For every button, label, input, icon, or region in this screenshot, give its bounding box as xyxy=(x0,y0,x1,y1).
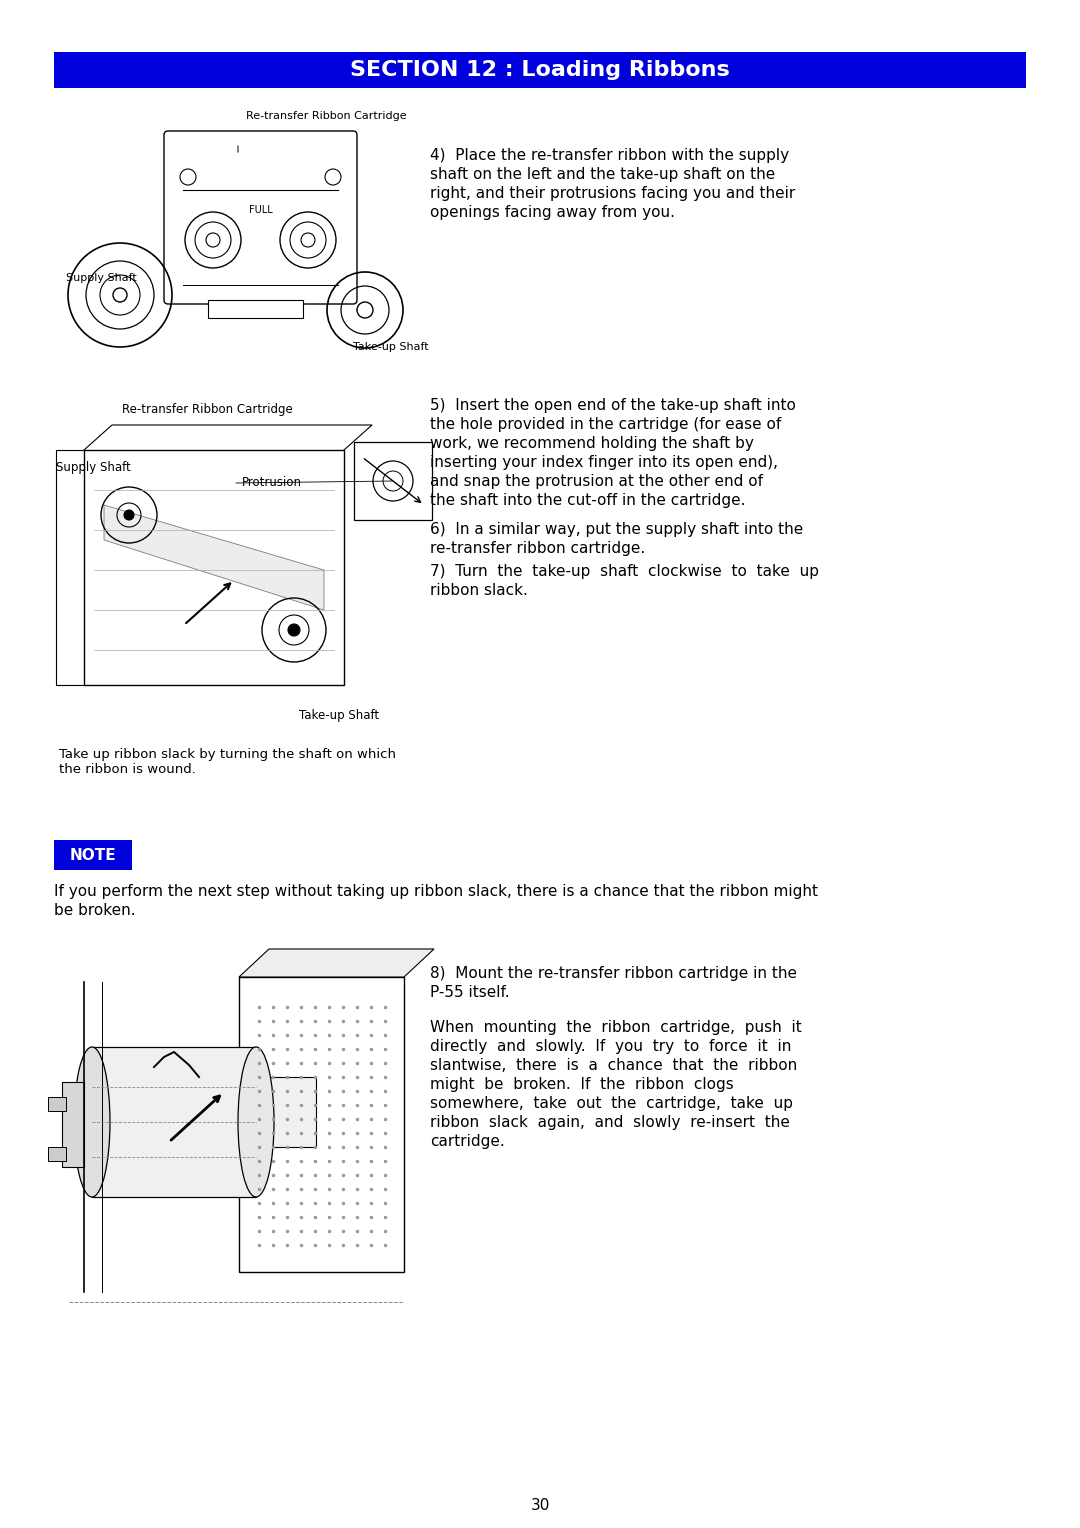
Bar xyxy=(84,451,345,685)
Text: Supply Shaft: Supply Shaft xyxy=(66,274,137,283)
Text: inserting your index finger into its open end),: inserting your index finger into its ope… xyxy=(430,455,778,471)
Bar xyxy=(92,1047,256,1196)
Ellipse shape xyxy=(75,1047,110,1196)
Bar xyxy=(54,380,438,740)
Text: 30: 30 xyxy=(530,1497,550,1513)
Text: ribbon  slack  again,  and  slowly  re-insert  the: ribbon slack again, and slowly re-insert… xyxy=(430,1115,789,1131)
Text: the hole provided in the cartridge (for ease of: the hole provided in the cartridge (for … xyxy=(430,417,781,432)
Text: Re-transfer Ribbon Cartridge: Re-transfer Ribbon Cartridge xyxy=(246,112,407,121)
Bar xyxy=(234,1077,316,1148)
Text: NOTE: NOTE xyxy=(70,848,117,862)
Text: cartridge.: cartridge. xyxy=(430,1134,504,1149)
Bar xyxy=(54,840,132,869)
Text: right, and their protrusions facing you and their: right, and their protrusions facing you … xyxy=(430,186,795,202)
Bar xyxy=(54,52,1026,89)
Text: be broken.: be broken. xyxy=(54,903,136,918)
Text: 6)  In a similar way, put the supply shaft into the: 6) In a similar way, put the supply shaf… xyxy=(430,523,804,536)
Text: and snap the protrusion at the other end of: and snap the protrusion at the other end… xyxy=(430,474,762,489)
Text: the ribbon is wound.: the ribbon is wound. xyxy=(59,762,195,776)
Polygon shape xyxy=(104,504,324,610)
Bar xyxy=(48,1097,66,1111)
Text: slantwise,  there  is  a  chance  that  the  ribbon: slantwise, there is a chance that the ri… xyxy=(430,1057,797,1073)
Text: Protrusion: Protrusion xyxy=(242,477,302,489)
Text: Take-up Shaft: Take-up Shaft xyxy=(353,342,429,351)
Text: might  be  broken.  If  the  ribbon  clogs: might be broken. If the ribbon clogs xyxy=(430,1077,733,1093)
Text: openings facing away from you.: openings facing away from you. xyxy=(430,205,675,220)
Text: the shaft into the cut-off in the cartridge.: the shaft into the cut-off in the cartri… xyxy=(430,494,745,507)
Text: Re-transfer Ribbon Cartridge: Re-transfer Ribbon Cartridge xyxy=(122,403,293,417)
Ellipse shape xyxy=(238,1047,274,1196)
Text: 5)  Insert the open end of the take-up shaft into: 5) Insert the open end of the take-up sh… xyxy=(430,397,796,413)
Bar xyxy=(354,442,432,520)
Text: Take up ribbon slack by turning the shaft on which: Take up ribbon slack by turning the shaf… xyxy=(59,749,396,761)
Bar xyxy=(208,299,303,318)
Text: somewhere,  take  out  the  cartridge,  take  up: somewhere, take out the cartridge, take … xyxy=(430,1096,793,1111)
Text: Take-up Shaft: Take-up Shaft xyxy=(299,709,379,723)
Text: P-55 itself.: P-55 itself. xyxy=(430,986,510,999)
Polygon shape xyxy=(239,949,434,976)
Bar xyxy=(62,1082,84,1167)
Text: If you perform the next step without taking up ribbon slack, there is a chance t: If you perform the next step without tak… xyxy=(54,885,818,898)
Circle shape xyxy=(124,510,134,520)
FancyBboxPatch shape xyxy=(164,131,357,304)
Bar xyxy=(239,976,404,1271)
Text: SECTION 12 : Loading Ribbons: SECTION 12 : Loading Ribbons xyxy=(350,60,730,79)
Bar xyxy=(48,1148,66,1161)
Text: 7)  Turn  the  take-up  shaft  clockwise  to  take  up: 7) Turn the take-up shaft clockwise to t… xyxy=(430,564,819,579)
Text: re-transfer ribbon cartridge.: re-transfer ribbon cartridge. xyxy=(430,541,645,556)
Text: Supply Shaft: Supply Shaft xyxy=(56,461,131,475)
Bar xyxy=(54,952,434,1322)
Text: 8)  Mount the re-transfer ribbon cartridge in the: 8) Mount the re-transfer ribbon cartridg… xyxy=(430,966,797,981)
Text: work, we recommend holding the shaft by: work, we recommend holding the shaft by xyxy=(430,435,754,451)
Text: FULL: FULL xyxy=(248,205,272,215)
Bar xyxy=(68,99,423,354)
Text: 4)  Place the re-transfer ribbon with the supply: 4) Place the re-transfer ribbon with the… xyxy=(430,148,789,163)
Text: shaft on the left and the take-up shaft on the: shaft on the left and the take-up shaft … xyxy=(430,167,775,182)
Circle shape xyxy=(288,623,300,636)
Text: directly  and  slowly.  If  you  try  to  force  it  in: directly and slowly. If you try to force… xyxy=(430,1039,792,1054)
Text: ribbon slack.: ribbon slack. xyxy=(430,584,528,597)
Text: When  mounting  the  ribbon  cartridge,  push  it: When mounting the ribbon cartridge, push… xyxy=(430,1021,801,1034)
